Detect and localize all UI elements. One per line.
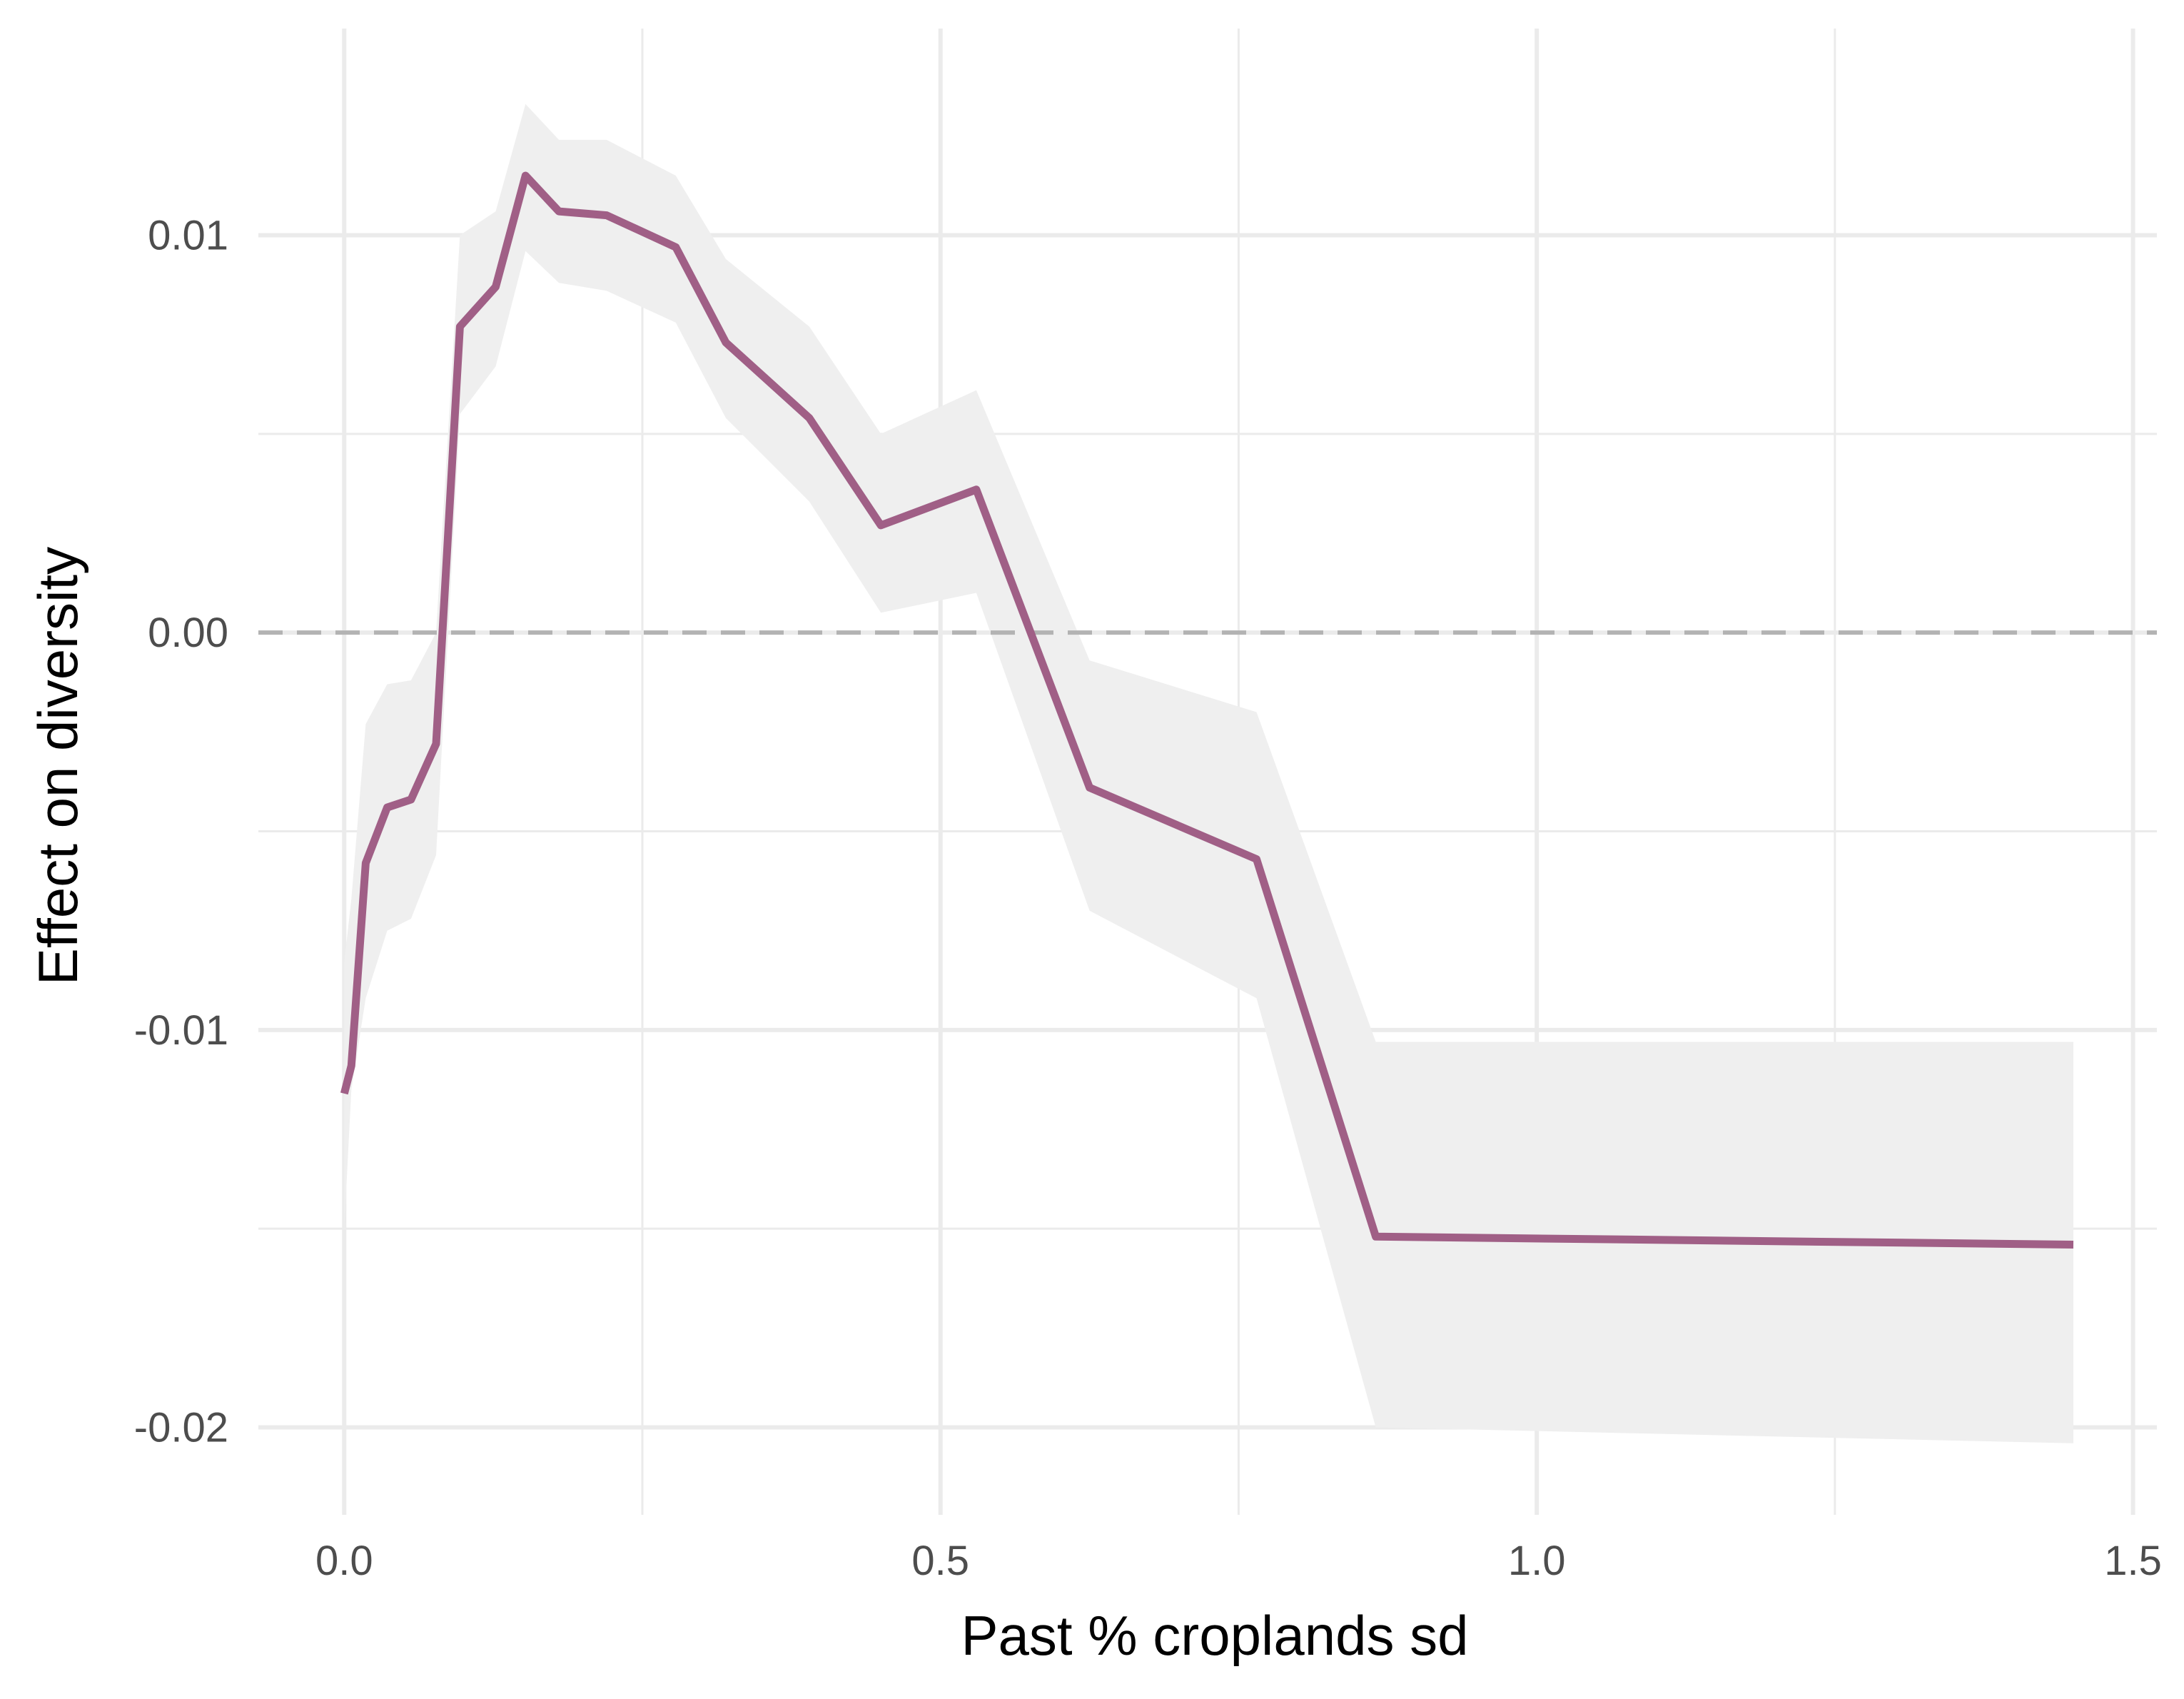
- y-tick-label: 0.00: [148, 610, 228, 656]
- confidence-ribbon: [344, 104, 2073, 1443]
- x-tick-label: 1.0: [1508, 1538, 1566, 1584]
- y-tick-label: 0.01: [148, 212, 228, 258]
- x-tick-label: 0.5: [911, 1538, 969, 1584]
- x-axis-title: Past % croplands sd: [961, 1604, 1468, 1667]
- series-line-layer: [340, 171, 2074, 1249]
- effect-series-line: [340, 171, 2074, 1249]
- y-axis-title: Effect on diversity: [26, 547, 89, 985]
- confidence-ribbon-layer: [344, 104, 2073, 1443]
- x-axis-tick-labels: 0.0 0.5 1.0 1.5: [315, 1538, 2162, 1584]
- y-axis-tick-labels: 0.01 0.00 -0.01 -0.02: [134, 212, 228, 1451]
- y-tick-label: -0.01: [134, 1007, 228, 1054]
- y-tick-label: -0.02: [134, 1405, 228, 1451]
- x-tick-label: 1.5: [2104, 1538, 2162, 1584]
- x-tick-label: 0.0: [315, 1538, 373, 1584]
